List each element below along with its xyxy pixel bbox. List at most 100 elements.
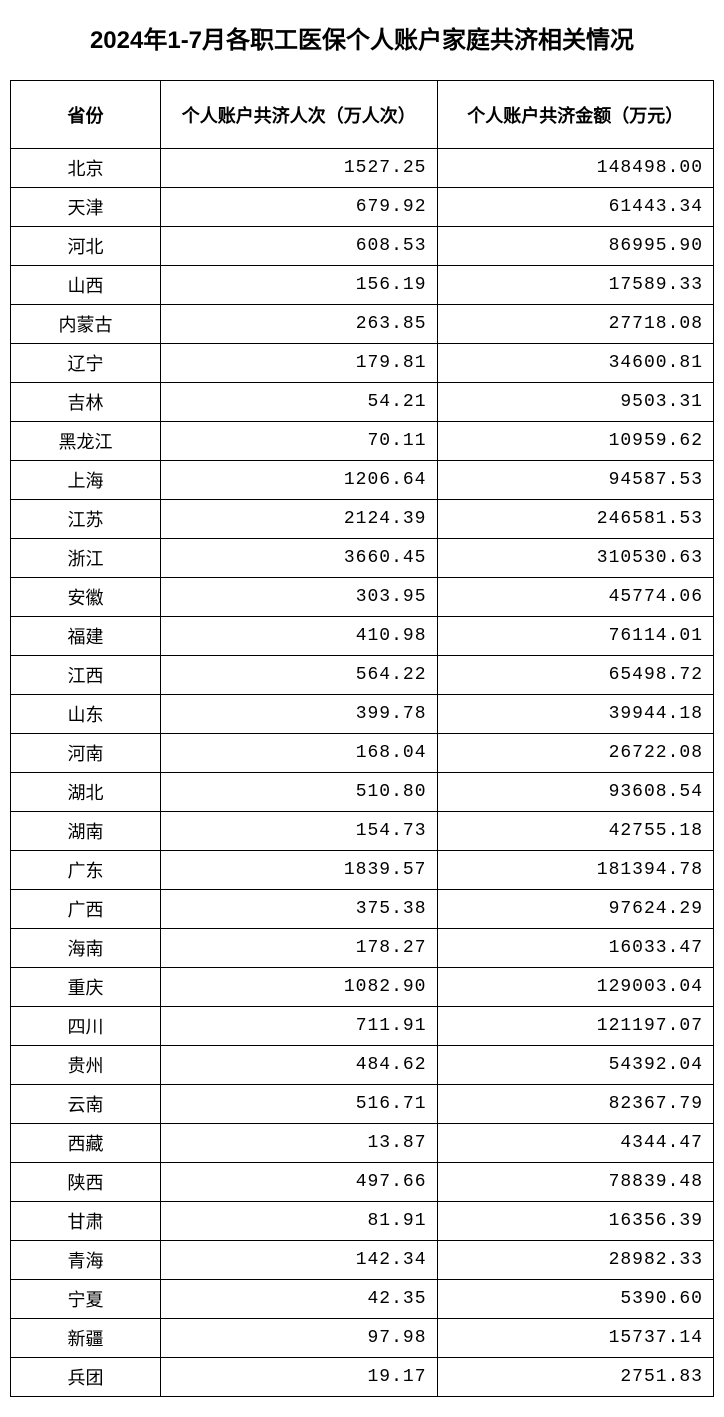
cell-province: 陕西 xyxy=(11,1163,161,1202)
table-row: 甘肃81.9116356.39 xyxy=(11,1202,714,1241)
cell-amount: 121197.07 xyxy=(437,1007,714,1046)
table-row: 宁夏42.355390.60 xyxy=(11,1280,714,1319)
cell-count: 1839.57 xyxy=(161,851,438,890)
cell-amount: 2751.83 xyxy=(437,1358,714,1397)
cell-amount: 39944.18 xyxy=(437,695,714,734)
column-header-amount: 个人账户共济金额（万元） xyxy=(437,81,714,149)
table-row: 青海142.3428982.33 xyxy=(11,1241,714,1280)
table-row: 湖北510.8093608.54 xyxy=(11,773,714,812)
table-row: 江苏2124.39246581.53 xyxy=(11,500,714,539)
table-row: 广西375.3897624.29 xyxy=(11,890,714,929)
table-row: 河北608.5386995.90 xyxy=(11,227,714,266)
cell-amount: 61443.34 xyxy=(437,188,714,227)
cell-amount: 54392.04 xyxy=(437,1046,714,1085)
cell-amount: 93608.54 xyxy=(437,773,714,812)
table-row: 辽宁179.8134600.81 xyxy=(11,344,714,383)
cell-amount: 94587.53 xyxy=(437,461,714,500)
cell-amount: 9503.31 xyxy=(437,383,714,422)
cell-province: 黑龙江 xyxy=(11,422,161,461)
table-row: 山西156.1917589.33 xyxy=(11,266,714,305)
table-row: 新疆97.9815737.14 xyxy=(11,1319,714,1358)
cell-count: 2124.39 xyxy=(161,500,438,539)
cell-count: 1082.90 xyxy=(161,968,438,1007)
table-row: 云南516.7182367.79 xyxy=(11,1085,714,1124)
cell-amount: 82367.79 xyxy=(437,1085,714,1124)
cell-province: 云南 xyxy=(11,1085,161,1124)
table-row: 贵州484.6254392.04 xyxy=(11,1046,714,1085)
cell-count: 81.91 xyxy=(161,1202,438,1241)
cell-province: 广西 xyxy=(11,890,161,929)
column-header-province: 省份 xyxy=(11,81,161,149)
table-header-row: 省份 个人账户共济人次（万人次） 个人账户共济金额（万元） xyxy=(11,81,714,149)
table-row: 吉林54.219503.31 xyxy=(11,383,714,422)
cell-count: 156.19 xyxy=(161,266,438,305)
cell-amount: 16356.39 xyxy=(437,1202,714,1241)
table-row: 四川711.91121197.07 xyxy=(11,1007,714,1046)
cell-count: 516.71 xyxy=(161,1085,438,1124)
column-header-count: 个人账户共济人次（万人次） xyxy=(161,81,438,149)
cell-count: 564.22 xyxy=(161,656,438,695)
cell-count: 154.73 xyxy=(161,812,438,851)
cell-count: 484.62 xyxy=(161,1046,438,1085)
cell-province: 吉林 xyxy=(11,383,161,422)
cell-amount: 26722.08 xyxy=(437,734,714,773)
table-row: 湖南154.7342755.18 xyxy=(11,812,714,851)
table-row: 兵团19.172751.83 xyxy=(11,1358,714,1397)
page-title: 2024年1-7月各职工医保个人账户家庭共济相关情况 xyxy=(10,20,714,55)
table-row: 天津679.9261443.34 xyxy=(11,188,714,227)
cell-count: 3660.45 xyxy=(161,539,438,578)
cell-amount: 76114.01 xyxy=(437,617,714,656)
table-row: 陕西497.6678839.48 xyxy=(11,1163,714,1202)
table-row: 内蒙古263.8527718.08 xyxy=(11,305,714,344)
cell-province: 山西 xyxy=(11,266,161,305)
cell-province: 兵团 xyxy=(11,1358,161,1397)
cell-province: 山东 xyxy=(11,695,161,734)
cell-province: 福建 xyxy=(11,617,161,656)
cell-amount: 10959.62 xyxy=(437,422,714,461)
cell-count: 168.04 xyxy=(161,734,438,773)
cell-province: 辽宁 xyxy=(11,344,161,383)
cell-amount: 246581.53 xyxy=(437,500,714,539)
cell-count: 375.38 xyxy=(161,890,438,929)
cell-count: 1527.25 xyxy=(161,149,438,188)
cell-province: 河北 xyxy=(11,227,161,266)
table-row: 浙江3660.45310530.63 xyxy=(11,539,714,578)
cell-province: 江西 xyxy=(11,656,161,695)
cell-province: 新疆 xyxy=(11,1319,161,1358)
cell-province: 贵州 xyxy=(11,1046,161,1085)
cell-amount: 16033.47 xyxy=(437,929,714,968)
cell-count: 13.87 xyxy=(161,1124,438,1163)
cell-province: 西藏 xyxy=(11,1124,161,1163)
cell-amount: 65498.72 xyxy=(437,656,714,695)
cell-count: 70.11 xyxy=(161,422,438,461)
cell-count: 179.81 xyxy=(161,344,438,383)
data-table: 省份 个人账户共济人次（万人次） 个人账户共济金额（万元） 北京1527.251… xyxy=(10,80,714,1397)
cell-province: 天津 xyxy=(11,188,161,227)
table-row: 海南178.2716033.47 xyxy=(11,929,714,968)
table-row: 江西564.2265498.72 xyxy=(11,656,714,695)
cell-province: 广东 xyxy=(11,851,161,890)
cell-amount: 129003.04 xyxy=(437,968,714,1007)
cell-count: 608.53 xyxy=(161,227,438,266)
cell-amount: 148498.00 xyxy=(437,149,714,188)
cell-province: 湖南 xyxy=(11,812,161,851)
cell-amount: 28982.33 xyxy=(437,1241,714,1280)
cell-count: 97.98 xyxy=(161,1319,438,1358)
table-row: 北京1527.25148498.00 xyxy=(11,149,714,188)
cell-count: 679.92 xyxy=(161,188,438,227)
table-row: 福建410.9876114.01 xyxy=(11,617,714,656)
table-row: 西藏13.874344.47 xyxy=(11,1124,714,1163)
table-row: 重庆1082.90129003.04 xyxy=(11,968,714,1007)
cell-count: 497.66 xyxy=(161,1163,438,1202)
cell-count: 303.95 xyxy=(161,578,438,617)
cell-count: 178.27 xyxy=(161,929,438,968)
cell-province: 甘肃 xyxy=(11,1202,161,1241)
cell-amount: 181394.78 xyxy=(437,851,714,890)
cell-amount: 27718.08 xyxy=(437,305,714,344)
cell-count: 263.85 xyxy=(161,305,438,344)
cell-count: 410.98 xyxy=(161,617,438,656)
cell-province: 重庆 xyxy=(11,968,161,1007)
cell-province: 上海 xyxy=(11,461,161,500)
cell-province: 江苏 xyxy=(11,500,161,539)
cell-province: 海南 xyxy=(11,929,161,968)
